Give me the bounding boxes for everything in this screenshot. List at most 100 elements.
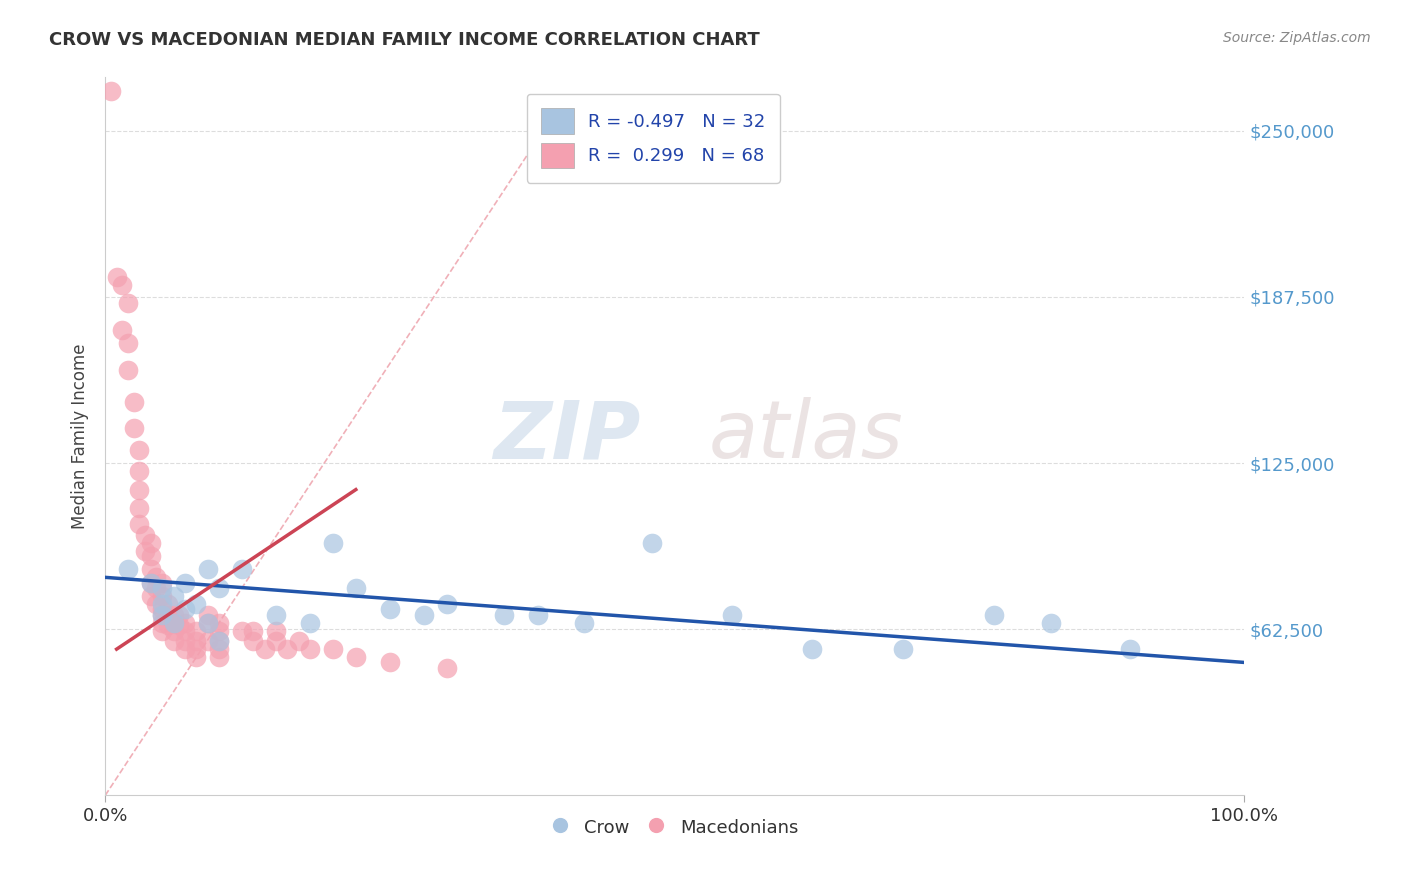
Point [197, 615, 219, 630]
Point [139, 536, 162, 550]
Point [117, 296, 139, 310]
Point [186, 650, 208, 665]
Point [128, 442, 150, 457]
Point [122, 421, 145, 435]
Point [288, 634, 311, 648]
Point [150, 575, 173, 590]
Point [167, 618, 190, 632]
Point [134, 528, 156, 542]
Point [139, 589, 162, 603]
Text: ZIP: ZIP [494, 398, 641, 475]
Point [253, 642, 276, 657]
Point [208, 650, 231, 665]
Point [322, 536, 344, 550]
Point [174, 642, 197, 657]
Point [186, 634, 208, 648]
Point [436, 661, 458, 675]
Point [128, 501, 150, 516]
Point [174, 575, 197, 590]
Point [128, 517, 150, 532]
Point [150, 624, 173, 638]
Point [174, 615, 197, 630]
Point [150, 607, 173, 622]
Point [242, 634, 264, 648]
Text: Source: ZipAtlas.com: Source: ZipAtlas.com [1223, 31, 1371, 45]
Point [139, 575, 162, 590]
Point [139, 562, 162, 576]
Point [197, 634, 219, 648]
Point [242, 624, 264, 638]
Point [145, 581, 167, 595]
Point [162, 634, 184, 648]
Point [264, 624, 287, 638]
Point [720, 607, 742, 622]
Point [145, 570, 167, 584]
Point [150, 597, 173, 611]
Point [117, 562, 139, 576]
Point [264, 634, 287, 648]
Point [122, 395, 145, 409]
Point [174, 624, 197, 638]
Legend: Crow, Macedonians: Crow, Macedonians [544, 811, 806, 844]
Point [139, 575, 162, 590]
Point [162, 589, 184, 603]
Point [231, 562, 253, 576]
Text: atlas: atlas [709, 398, 904, 475]
Point [186, 642, 208, 657]
Point [1119, 642, 1142, 657]
Point [208, 624, 231, 638]
Point [378, 602, 401, 616]
Point [156, 607, 179, 622]
Point [134, 543, 156, 558]
Point [162, 624, 184, 638]
Point [162, 607, 184, 622]
Point [1039, 615, 1062, 630]
Point [800, 642, 823, 657]
Point [299, 642, 322, 657]
Point [145, 597, 167, 611]
Point [150, 607, 173, 622]
Point [100, 84, 122, 98]
Point [128, 464, 150, 478]
Point [344, 581, 367, 595]
Point [891, 642, 914, 657]
Point [276, 642, 298, 657]
Point [197, 607, 219, 622]
Point [208, 581, 231, 595]
Point [436, 597, 458, 611]
Point [641, 536, 664, 550]
Point [111, 277, 134, 292]
Point [162, 615, 184, 630]
Point [117, 336, 139, 351]
Point [128, 483, 150, 497]
Point [492, 607, 515, 622]
Point [208, 634, 231, 648]
Point [208, 642, 231, 657]
Text: CROW VS MACEDONIAN MEDIAN FAMILY INCOME CORRELATION CHART: CROW VS MACEDONIAN MEDIAN FAMILY INCOME … [49, 31, 761, 49]
Point [572, 615, 595, 630]
Point [208, 615, 231, 630]
Point [162, 615, 184, 630]
Point [299, 615, 322, 630]
Point [139, 549, 162, 563]
Point [105, 269, 128, 284]
Point [264, 607, 287, 622]
Point [208, 634, 231, 648]
Point [413, 607, 436, 622]
Point [150, 602, 173, 616]
Point [527, 607, 550, 622]
Point [322, 642, 344, 657]
Point [117, 363, 139, 377]
Point [378, 656, 401, 670]
Point [344, 650, 367, 665]
Point [156, 618, 179, 632]
Point [983, 607, 1005, 622]
Point [197, 615, 219, 630]
Point [231, 624, 253, 638]
Point [150, 589, 173, 603]
Point [174, 602, 197, 616]
Point [150, 615, 173, 630]
Point [174, 634, 197, 648]
Point [156, 597, 179, 611]
Point [167, 607, 190, 622]
